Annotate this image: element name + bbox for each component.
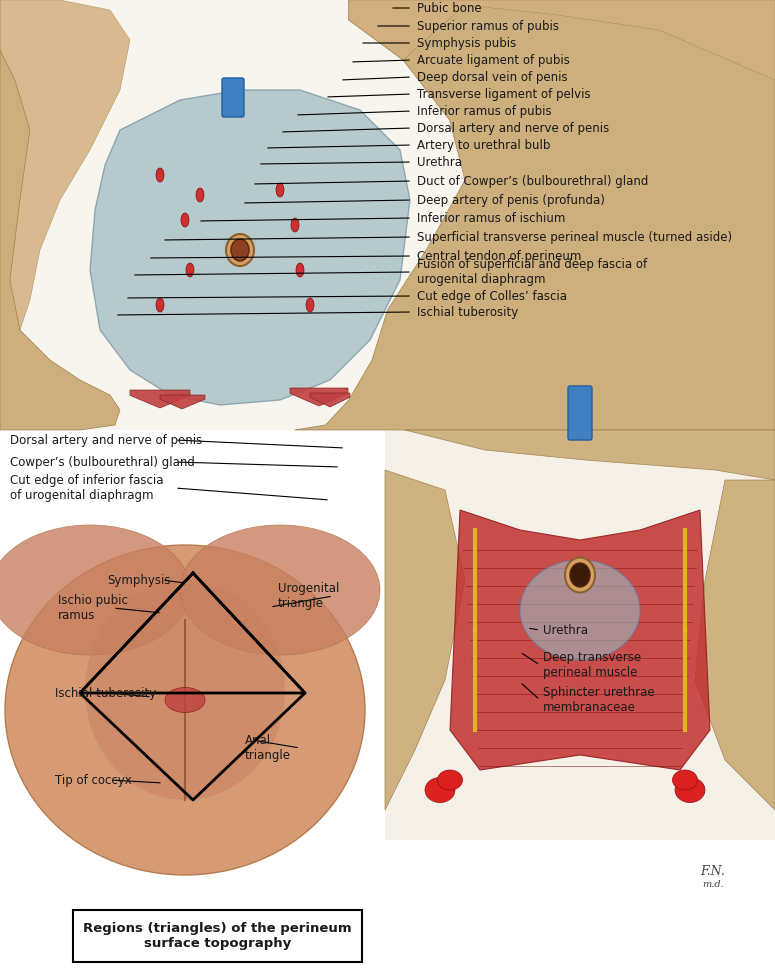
Ellipse shape [156, 168, 164, 182]
Polygon shape [90, 90, 410, 405]
Polygon shape [294, 0, 775, 430]
Text: Symphysis: Symphysis [107, 574, 170, 586]
Text: Dorsal artery and nerve of penis: Dorsal artery and nerve of penis [10, 433, 202, 447]
FancyBboxPatch shape [385, 430, 775, 840]
Ellipse shape [165, 687, 205, 713]
Ellipse shape [425, 778, 455, 802]
Text: Duct of Cowper’s (bulbourethral) gland: Duct of Cowper’s (bulbourethral) gland [417, 175, 649, 187]
Polygon shape [385, 470, 465, 810]
Text: Urethra: Urethra [543, 623, 588, 637]
Ellipse shape [306, 298, 314, 312]
Polygon shape [0, 0, 120, 430]
Ellipse shape [156, 298, 164, 312]
Text: m.d.: m.d. [702, 880, 724, 889]
Text: Superior ramus of pubis: Superior ramus of pubis [417, 19, 559, 32]
Ellipse shape [675, 778, 705, 802]
Text: Anal
triangle: Anal triangle [245, 734, 291, 762]
Text: Inferior ramus of ischium: Inferior ramus of ischium [417, 212, 566, 224]
Ellipse shape [291, 218, 299, 232]
Ellipse shape [196, 188, 204, 202]
Polygon shape [695, 480, 775, 810]
Text: Cut edge of Colles’ fascia: Cut edge of Colles’ fascia [417, 289, 567, 303]
Text: Sphincter urethrae
membranaceae: Sphincter urethrae membranaceae [543, 686, 655, 714]
Polygon shape [160, 395, 205, 409]
Ellipse shape [565, 557, 595, 592]
Text: Cowper’s (bulbourethral) gland: Cowper’s (bulbourethral) gland [10, 455, 195, 468]
Text: Tip of coccyx: Tip of coccyx [55, 774, 132, 787]
Text: Deep artery of penis (profunda): Deep artery of penis (profunda) [417, 193, 604, 207]
FancyBboxPatch shape [0, 0, 775, 430]
Ellipse shape [0, 525, 190, 655]
FancyBboxPatch shape [73, 910, 362, 962]
Text: Inferior ramus of pubis: Inferior ramus of pubis [417, 105, 552, 117]
Ellipse shape [85, 580, 285, 800]
Ellipse shape [673, 770, 698, 790]
Text: Ischial tuberosity: Ischial tuberosity [417, 306, 518, 318]
Text: Central tendon of perineum: Central tendon of perineum [417, 250, 581, 262]
Ellipse shape [296, 263, 304, 277]
Text: Arcuate ligament of pubis: Arcuate ligament of pubis [417, 53, 570, 66]
Text: F.N.: F.N. [700, 865, 725, 878]
Polygon shape [130, 390, 190, 408]
Ellipse shape [226, 234, 254, 266]
Ellipse shape [231, 239, 249, 261]
Ellipse shape [438, 770, 463, 790]
Text: Deep dorsal vein of penis: Deep dorsal vein of penis [417, 71, 567, 84]
Text: Fusion of superficial and deep fascia of
urogenital diaphragm: Fusion of superficial and deep fascia of… [417, 258, 647, 286]
Polygon shape [290, 388, 348, 406]
FancyBboxPatch shape [568, 386, 592, 440]
Ellipse shape [276, 183, 284, 197]
Text: Deep transverse
perineal muscle: Deep transverse perineal muscle [543, 651, 641, 679]
Text: Ischial tuberosity: Ischial tuberosity [55, 686, 157, 699]
Ellipse shape [181, 213, 189, 227]
Polygon shape [349, 0, 775, 80]
Polygon shape [310, 393, 350, 407]
Ellipse shape [520, 560, 640, 660]
Text: Cut edge of inferior fascia
of urogenital diaphragm: Cut edge of inferior fascia of urogenita… [10, 474, 164, 502]
Text: Regions (triangles) of the perineum
surface topography: Regions (triangles) of the perineum surf… [83, 922, 352, 950]
Polygon shape [405, 430, 775, 480]
Text: Pubic bone: Pubic bone [417, 2, 481, 15]
Text: Artery to urethral bulb: Artery to urethral bulb [417, 139, 550, 151]
Polygon shape [0, 0, 130, 330]
Text: Symphysis pubis: Symphysis pubis [417, 37, 516, 50]
FancyBboxPatch shape [222, 78, 244, 117]
Ellipse shape [5, 545, 365, 875]
Text: Ischio pubic
ramus: Ischio pubic ramus [58, 594, 128, 622]
Ellipse shape [186, 263, 194, 277]
Text: Urogenital
triangle: Urogenital triangle [278, 582, 339, 610]
Text: Superficial transverse perineal muscle (turned aside): Superficial transverse perineal muscle (… [417, 230, 732, 244]
Text: Transverse ligament of pelvis: Transverse ligament of pelvis [417, 87, 591, 101]
Text: Urethra: Urethra [417, 155, 462, 169]
Ellipse shape [570, 563, 590, 587]
Text: Dorsal artery and nerve of penis: Dorsal artery and nerve of penis [417, 121, 609, 135]
Polygon shape [450, 510, 710, 770]
Ellipse shape [180, 525, 380, 655]
